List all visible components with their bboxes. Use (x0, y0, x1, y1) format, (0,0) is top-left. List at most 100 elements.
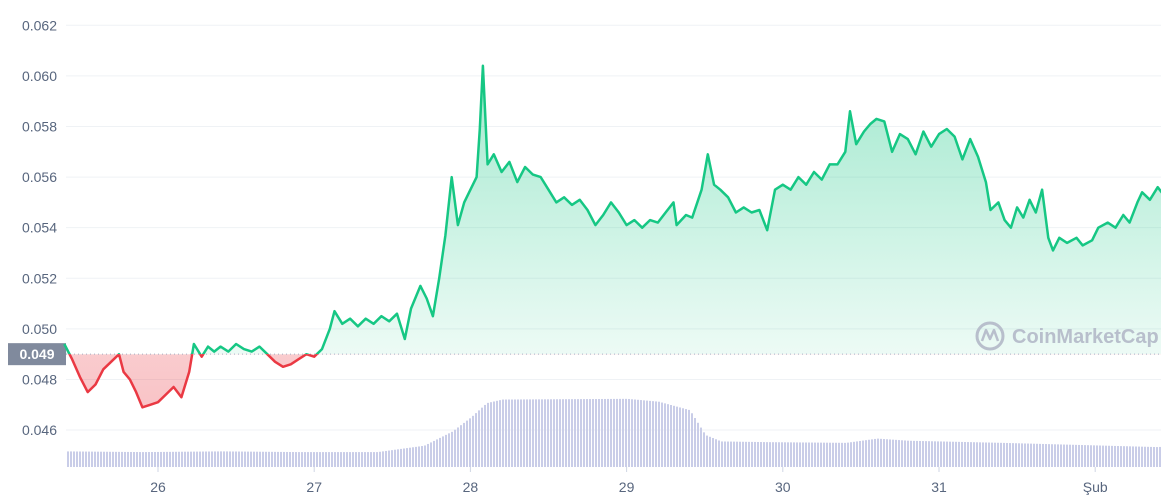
volume-bar (1051, 444, 1053, 467)
volume-bar (448, 433, 450, 467)
volume-bar (325, 452, 327, 467)
volume-bar (523, 399, 525, 467)
volume-bar (1021, 443, 1023, 467)
volume-bar (799, 442, 801, 467)
volume-bar (1072, 444, 1074, 467)
volume-bar (844, 442, 846, 467)
volume-bar (676, 406, 678, 467)
volume-bar (478, 410, 480, 467)
volume-bar (319, 452, 321, 467)
y-axis: 0.046 0.048 0.050 0.052 0.054 0.056 0.058 0.060… (22, 17, 57, 438)
volume-bar (637, 399, 639, 467)
volume-bar (151, 452, 153, 467)
volume-bar (916, 440, 918, 467)
volume-bar (787, 442, 789, 467)
volume-bar (1060, 444, 1062, 467)
volume-bar (652, 401, 654, 467)
volume-bar (1000, 442, 1002, 467)
volume-bar (322, 452, 324, 467)
volume-bar (106, 451, 108, 467)
volume-bar (589, 399, 591, 467)
volume-bar (382, 451, 384, 467)
volume-bar (1039, 443, 1041, 467)
volume-bar (1003, 442, 1005, 467)
volume-bar (271, 451, 273, 467)
volume-bar (1036, 443, 1038, 467)
volume-bar (715, 439, 717, 467)
volume-bar (544, 399, 546, 467)
volume-bar (613, 398, 615, 467)
volume-bar (997, 442, 999, 467)
volume-bar (757, 441, 759, 467)
volume-bar (388, 450, 390, 467)
volume-bar (70, 451, 72, 467)
volume-bar (802, 442, 804, 467)
volume-bar (1126, 446, 1128, 467)
volume-bar (235, 451, 237, 467)
volume-bar (1090, 445, 1092, 467)
volume-bar (1006, 442, 1008, 467)
volume-bar (337, 452, 339, 467)
volume-bar (580, 399, 582, 467)
volume-bar (295, 452, 297, 467)
volume-bar (469, 418, 471, 467)
volume-bar (826, 442, 828, 467)
volume-bar (301, 452, 303, 467)
volume-bar (1078, 444, 1080, 467)
volume-bar (850, 442, 852, 467)
volume-bar (421, 446, 423, 467)
volume-bar (187, 451, 189, 467)
volume-bar (811, 442, 813, 467)
volume-bar (910, 440, 912, 467)
volume-bar (304, 452, 306, 467)
volume-bar (724, 441, 726, 467)
volume-bar (118, 451, 120, 467)
volume-bar (736, 441, 738, 467)
volume-bar (310, 452, 312, 467)
volume-bar (991, 442, 993, 467)
volume-bar (904, 440, 906, 467)
volume-bar (781, 442, 783, 467)
volume-bar (853, 441, 855, 467)
volume-bar (634, 399, 636, 467)
volume-bar (277, 451, 279, 467)
volume-bar (391, 450, 393, 467)
volume-bar (340, 452, 342, 467)
volume-bar (616, 398, 618, 467)
volume-bar (583, 399, 585, 467)
volume-bar (1120, 446, 1122, 467)
volume-bar (691, 413, 693, 467)
volume-bar (397, 449, 399, 467)
volume-bar (88, 451, 90, 467)
reference-label: 0.049 (19, 346, 54, 362)
volume-bar (259, 451, 261, 467)
volume-bar (646, 400, 648, 467)
volume-bar (379, 451, 381, 467)
volume-bar (499, 400, 501, 467)
coinmarketcap-logo-icon (975, 321, 1005, 351)
volume-bar (121, 451, 123, 467)
volume-bar (859, 440, 861, 467)
volume-bar (577, 399, 579, 467)
volume-bar (712, 438, 714, 467)
volume-bar (232, 451, 234, 467)
volume-bar (160, 451, 162, 467)
y-tick-label: 0.054 (22, 220, 57, 236)
volume-bar (1018, 443, 1020, 467)
volume-bar (1048, 444, 1050, 467)
volume-bar (1015, 443, 1017, 467)
volume-bar (451, 431, 453, 467)
volume-bar (1099, 445, 1101, 467)
volume-bar (100, 451, 102, 467)
volume-bar (976, 442, 978, 467)
volume-bar (229, 451, 231, 467)
volume-bar (730, 441, 732, 467)
y-tick-label: 0.056 (22, 169, 57, 185)
volume-bar (766, 442, 768, 467)
volume-bar (244, 451, 246, 467)
volume-bar (166, 451, 168, 467)
volume-bar (571, 399, 573, 467)
volume-bar (265, 451, 267, 467)
volume-bar (157, 451, 159, 467)
